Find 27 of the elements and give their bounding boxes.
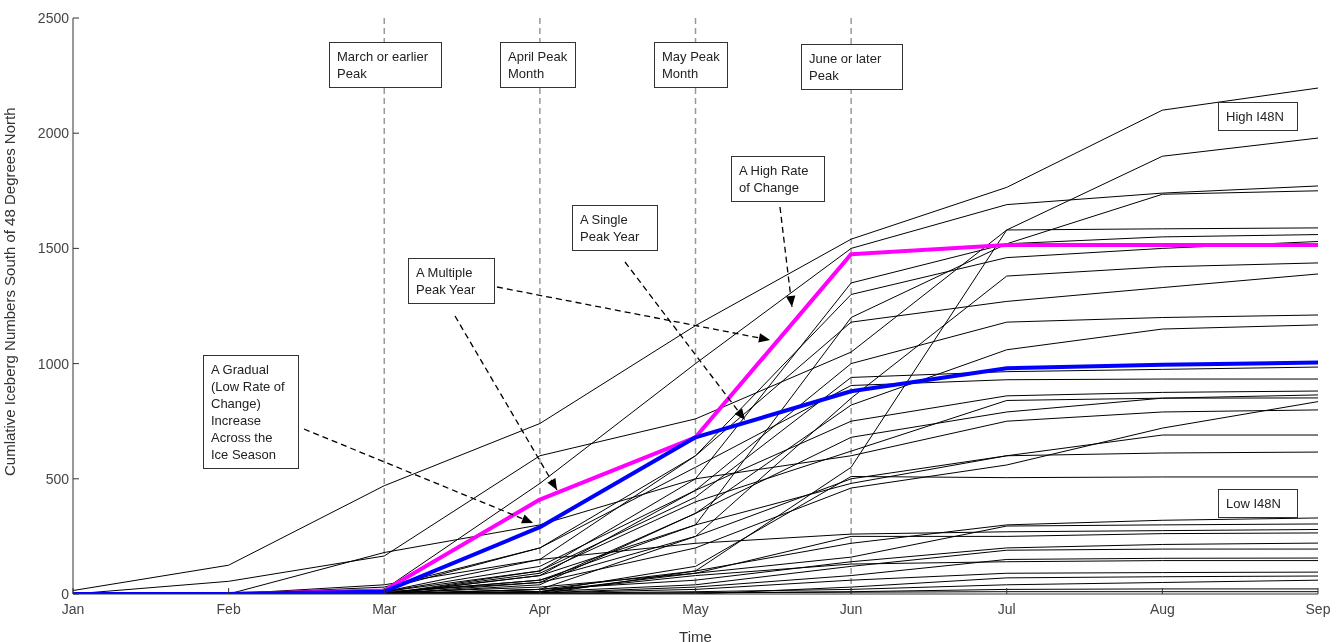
y-tick-label: 1000 [37,355,70,372]
x-tick-label: Jan [61,600,85,617]
y-tick-label: 1500 [37,240,70,257]
x-tick-label: Jul [997,600,1016,617]
annotation: April Peak Month [500,42,576,88]
y-tick-label: 2000 [37,125,70,142]
annotation: A Gradual (Low Rate of Change) Increase Across the Ice Season [203,355,299,469]
x-axis-title: Time [679,628,712,642]
y-tick-label: 2500 [37,9,70,26]
annotation: Low I48N [1218,489,1298,518]
annotation: A Single Peak Year [572,205,658,251]
x-tick-label: Jun [839,600,863,617]
x-tick-label: Apr [528,600,552,617]
y-tick-label: 500 [45,470,70,487]
annotation: May Peak Month [654,42,728,88]
x-tick-label: May [682,600,709,617]
y-axis-title: Cumlative Iceberg Numbers South of 48 Degrees North [1,107,19,476]
x-tick-label: Feb [216,600,241,617]
x-tick-label: Sep [1305,600,1331,617]
y-tick-label: 0 [61,585,70,602]
x-tick-label: Aug [1149,600,1175,617]
annotation: March or earlier Peak [329,42,442,88]
annotation: June or later Peak [801,44,903,90]
x-tick-label: Mar [372,600,397,617]
annotation: High I48N [1218,102,1298,131]
annotation: A Multiple Peak Year [408,258,495,304]
annotation: A High Rate of Change [731,156,825,202]
